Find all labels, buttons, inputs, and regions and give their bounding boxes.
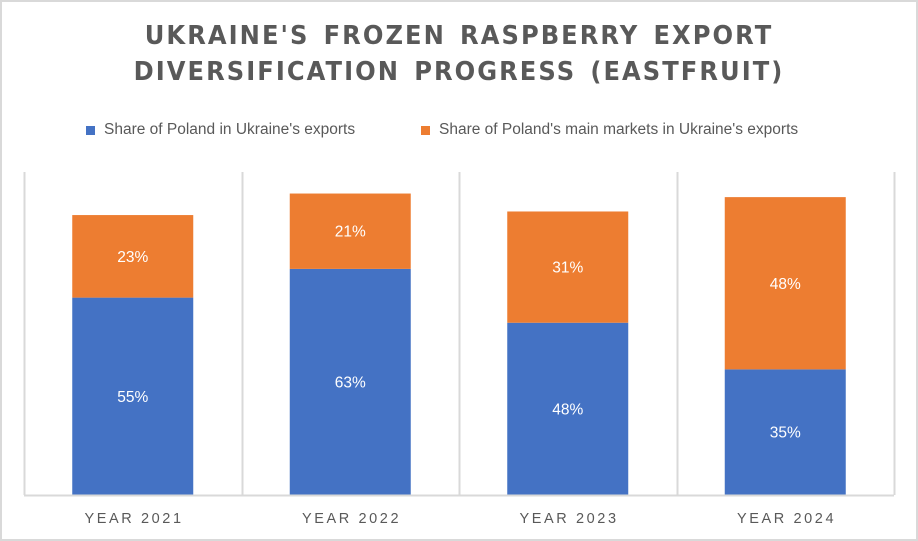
x-tick-label: YEAR 2023 — [519, 511, 618, 527]
bar-main-markets-year-2023[interactable] — [507, 211, 629, 323]
bar-poland-year-2024[interactable] — [724, 369, 846, 495]
data-label: 48% — [552, 401, 583, 418]
chart-title-line-1: UKRAINE'S FROZEN RASPBERRY EXPORT — [144, 21, 774, 51]
data-label: 31% — [552, 260, 583, 277]
x-tick-label: YEAR 2024 — [737, 511, 836, 527]
x-tick-label: YEAR 2022 — [302, 511, 401, 527]
data-label: 23% — [117, 249, 148, 266]
chart-title-line-2: DIVERSIFICATION PROGRESS (EASTFRUIT) — [133, 57, 785, 87]
legend-item-main-markets[interactable]: Share of Poland's main markets in Ukrain… — [421, 121, 798, 139]
x-tick-label: YEAR 2021 — [84, 511, 183, 527]
category-gridlines — [23, 172, 896, 495]
bar-poland-year-2022[interactable] — [289, 268, 411, 495]
legend-swatch-poland — [86, 125, 95, 135]
bar-poland-year-2021[interactable] — [72, 297, 194, 495]
bar-main-markets-year-2021[interactable] — [72, 215, 194, 298]
bar-poland-year-2023[interactable] — [507, 322, 629, 495]
x-axis: YEAR 2021 YEAR 2022 YEAR 2023 YEAR 2024 — [24, 494, 894, 527]
data-label: 63% — [335, 374, 366, 391]
data-label: 21% — [335, 224, 366, 241]
bars — [72, 193, 846, 495]
data-label: 35% — [770, 425, 801, 442]
data-label: 48% — [770, 276, 801, 293]
legend-label-main-markets: Share of Poland's main markets in Ukrain… — [439, 121, 799, 138]
bar-main-markets-year-2024[interactable] — [724, 197, 846, 370]
legend-swatch-main-markets — [421, 125, 430, 135]
data-labels: 55% 23% 63% 21% 48% 31% 35% 48% — [117, 224, 801, 442]
chart-legend: Share of Poland in Ukraine's exports Sha… — [0, 121, 918, 141]
legend-label-poland: Share of Poland in Ukraine's exports — [104, 121, 356, 138]
chart-title: UKRAINE'S FROZEN RASPBERRY EXPORT DIVERS… — [32, 18, 886, 90]
legend-item-poland[interactable]: Share of Poland in Ukraine's exports — [86, 121, 355, 139]
bar-main-markets-year-2022[interactable] — [289, 193, 411, 269]
data-label: 55% — [117, 389, 148, 406]
